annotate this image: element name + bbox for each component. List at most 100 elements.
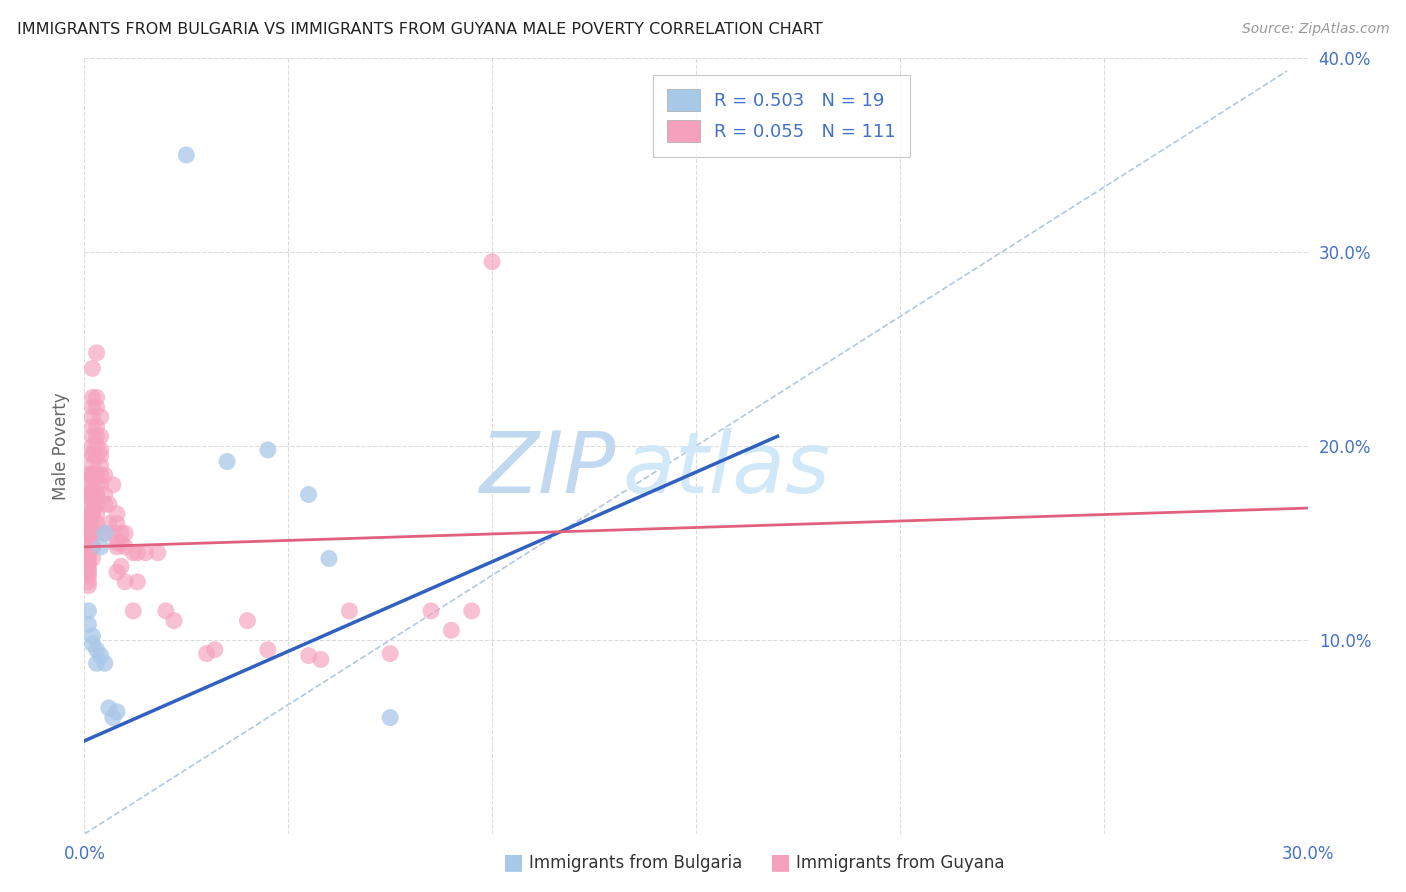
Point xyxy=(77,546,100,560)
Point xyxy=(127,546,149,560)
Point xyxy=(77,546,100,560)
Point xyxy=(82,551,104,566)
Point xyxy=(82,439,104,453)
Point xyxy=(82,409,104,424)
Point xyxy=(77,540,100,554)
Point xyxy=(82,520,104,534)
Point xyxy=(82,400,104,414)
Point xyxy=(298,648,321,663)
Point xyxy=(82,391,104,405)
Point xyxy=(86,419,108,434)
Point xyxy=(110,559,132,574)
Point xyxy=(77,579,100,593)
Point xyxy=(82,487,104,501)
Point xyxy=(105,516,128,531)
Point xyxy=(77,540,100,554)
Point xyxy=(380,647,402,661)
Point xyxy=(127,574,149,589)
Point xyxy=(114,574,136,589)
Point xyxy=(93,468,115,483)
Point xyxy=(318,551,340,566)
Point xyxy=(77,565,100,579)
Point xyxy=(82,526,104,541)
Point xyxy=(82,472,104,486)
Point xyxy=(86,487,108,501)
Point xyxy=(77,513,100,527)
Point xyxy=(163,614,186,628)
Point xyxy=(77,530,100,544)
Point xyxy=(82,540,104,554)
Point xyxy=(82,429,104,443)
Point xyxy=(86,468,108,483)
Point xyxy=(77,569,100,583)
Point xyxy=(93,526,115,541)
Point xyxy=(86,468,108,483)
Point xyxy=(77,532,100,546)
Point xyxy=(77,617,100,632)
Point xyxy=(90,442,112,457)
Point xyxy=(77,520,100,534)
Point xyxy=(82,513,104,527)
Point xyxy=(481,254,503,268)
Point xyxy=(82,507,104,521)
Point xyxy=(82,468,104,483)
Point xyxy=(86,526,108,541)
Point xyxy=(86,400,108,414)
Point xyxy=(86,391,108,405)
Point xyxy=(90,478,112,492)
Point xyxy=(90,540,112,554)
Point xyxy=(86,346,108,360)
Point xyxy=(86,642,108,657)
Point xyxy=(122,546,145,560)
Point xyxy=(82,419,104,434)
Point xyxy=(135,546,157,560)
Point xyxy=(77,468,100,483)
Point xyxy=(77,574,100,589)
Point xyxy=(440,624,463,638)
Point xyxy=(90,449,112,463)
Point xyxy=(97,516,120,531)
Point xyxy=(174,148,197,162)
Point xyxy=(122,604,145,618)
Point xyxy=(77,510,100,524)
Point xyxy=(101,478,124,492)
Text: IMMIGRANTS FROM BULGARIA VS IMMIGRANTS FROM GUYANA MALE POVERTY CORRELATION CHAR: IMMIGRANTS FROM BULGARIA VS IMMIGRANTS F… xyxy=(17,22,823,37)
Point xyxy=(93,657,115,671)
Point xyxy=(97,497,120,511)
Point xyxy=(146,546,169,560)
Point xyxy=(82,361,104,376)
Point xyxy=(77,487,100,501)
Point xyxy=(77,563,100,577)
Point xyxy=(86,487,108,501)
Point xyxy=(420,604,443,618)
Point xyxy=(86,478,108,492)
Point xyxy=(110,526,132,541)
Point xyxy=(77,551,100,566)
Point xyxy=(339,604,361,618)
Point xyxy=(77,555,100,569)
Point xyxy=(204,642,226,657)
Point xyxy=(77,559,100,574)
Text: ■: ■ xyxy=(770,853,790,872)
Point xyxy=(82,501,104,516)
Point xyxy=(105,540,128,554)
Point xyxy=(461,604,484,618)
Point xyxy=(82,507,104,521)
Point xyxy=(93,497,115,511)
Point xyxy=(77,478,100,492)
Point xyxy=(195,647,218,661)
Point xyxy=(82,458,104,473)
Point xyxy=(86,429,108,443)
Point xyxy=(257,642,280,657)
Point xyxy=(93,526,115,541)
Text: Immigrants from Bulgaria: Immigrants from Bulgaria xyxy=(529,855,742,872)
Text: atlas: atlas xyxy=(623,428,831,511)
Point xyxy=(82,487,104,501)
Point xyxy=(217,454,239,468)
Point xyxy=(101,526,124,541)
Point xyxy=(77,520,100,534)
Point xyxy=(77,501,100,516)
Point xyxy=(77,526,100,541)
Point xyxy=(114,526,136,541)
Legend: R = 0.503   N = 19, R = 0.055   N = 111: R = 0.503 N = 19, R = 0.055 N = 111 xyxy=(652,75,910,157)
